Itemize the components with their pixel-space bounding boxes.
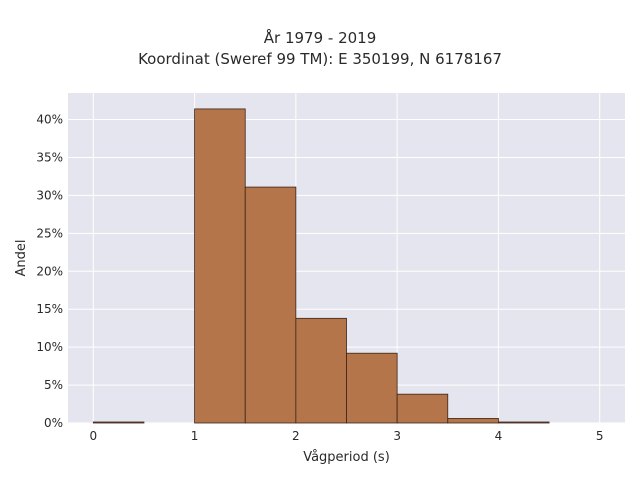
y-tick-label: 35% [36, 150, 63, 164]
y-tick-label: 40% [36, 113, 63, 127]
x-tick-label: 3 [393, 429, 401, 443]
histogram-bar [194, 108, 246, 424]
x-tick-label: 2 [292, 429, 300, 443]
x-axis-label: Vågperiod (s) [303, 450, 390, 465]
y-tick-label: 0% [44, 416, 63, 430]
x-tick-label: 4 [495, 429, 503, 443]
y-tick-label: 25% [36, 226, 63, 240]
y-tick-label: 20% [36, 264, 63, 278]
histogram-bar [498, 421, 550, 424]
histogram-bar [447, 418, 499, 424]
chart-title-line-2: Koordinat (Sweref 99 TM): E 350199, N 61… [138, 50, 502, 68]
y-tick-label: 5% [44, 378, 63, 392]
histogram-bar [244, 186, 297, 424]
histogram-bar [346, 352, 398, 424]
x-tick-label: 5 [596, 429, 604, 443]
histogram-bar [295, 317, 347, 424]
y-tick-label: 30% [36, 188, 63, 202]
y-tick-label: 15% [36, 302, 63, 316]
y-axis-label: Andel [14, 240, 29, 277]
histogram-bar [92, 421, 145, 424]
y-tick-label: 10% [36, 340, 63, 354]
x-tick-label: 0 [89, 429, 97, 443]
chart-title-line-1: År 1979 - 2019 [263, 29, 377, 47]
histogram-bar [396, 393, 449, 424]
x-tick-label: 1 [191, 429, 199, 443]
